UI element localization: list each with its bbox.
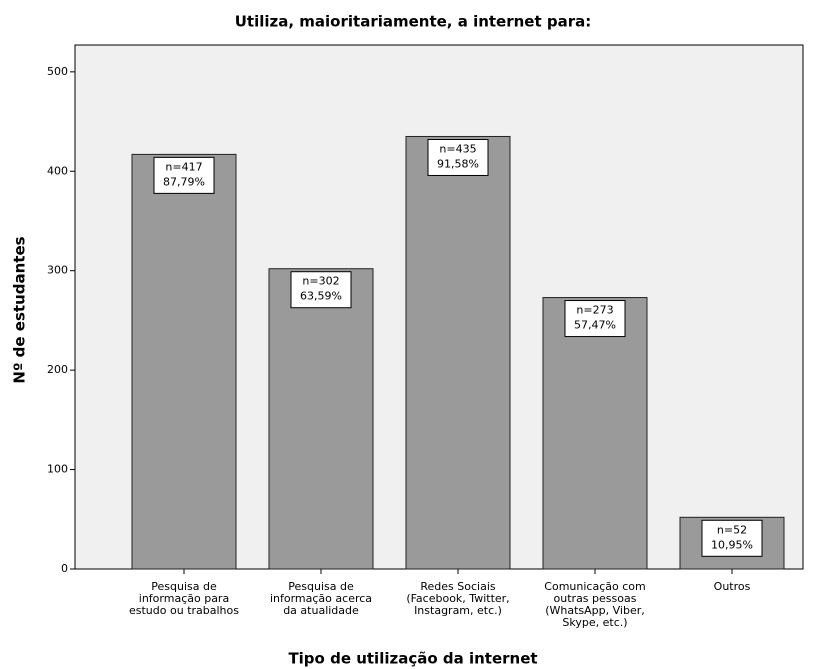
- value-label: 87,79%: [163, 175, 205, 188]
- value-label-box: [564, 300, 626, 338]
- value-label: n=302: [302, 275, 339, 288]
- x-tick-label: da atualidade: [283, 604, 359, 617]
- y-tick-label: 400: [47, 164, 68, 177]
- x-tick-label: Pesquisa de: [151, 580, 217, 593]
- value-label-box: [701, 519, 763, 557]
- x-tick-label: Comunicação com: [544, 580, 645, 593]
- value-label: n=417: [165, 160, 202, 173]
- y-tick-label: 100: [47, 463, 68, 476]
- x-tick-label: estudo ou trabalhos: [129, 604, 239, 617]
- bar: [542, 297, 648, 570]
- x-tick-label: Redes Sociais: [420, 580, 496, 593]
- bar: [405, 135, 511, 570]
- x-tick-label: Skype, etc.): [562, 616, 627, 629]
- x-tick-label: Instagram, etc.): [414, 604, 502, 617]
- x-tick-label: (Facebook, Twitter,: [406, 592, 509, 605]
- x-tick-label: outras pessoas: [554, 592, 637, 605]
- value-label: n=435: [439, 142, 476, 155]
- chart-title: Utiliza, maioritariamente, a internet pa…: [235, 13, 592, 31]
- x-tick-label: informação acerca: [270, 592, 372, 605]
- value-label-box: [290, 271, 352, 309]
- value-label: n=52: [717, 523, 747, 536]
- y-axis-label: Nº de estudantes: [11, 236, 29, 383]
- value-label: 91,58%: [437, 157, 479, 170]
- bar: [131, 153, 237, 570]
- y-tick-label: 500: [47, 65, 68, 78]
- bar: [268, 268, 374, 570]
- y-tick-label: 0: [61, 562, 68, 575]
- x-tick-label: Pesquisa de: [288, 580, 354, 593]
- value-label: n=273: [576, 304, 613, 317]
- value-label-box: [153, 156, 215, 194]
- y-tick-label: 300: [47, 264, 68, 277]
- value-label: 10,95%: [711, 538, 753, 551]
- y-tick-label: 200: [47, 363, 68, 376]
- x-tick-label: informação para: [139, 592, 229, 605]
- x-axis-label: Tipo de utilização da internet: [288, 650, 537, 668]
- value-label-box: [427, 138, 489, 176]
- value-label: 63,59%: [300, 290, 342, 303]
- x-tick-label: (WhatsApp, Viber,: [545, 604, 645, 617]
- value-label: 57,47%: [574, 319, 616, 332]
- x-tick-label: Outros: [714, 580, 751, 593]
